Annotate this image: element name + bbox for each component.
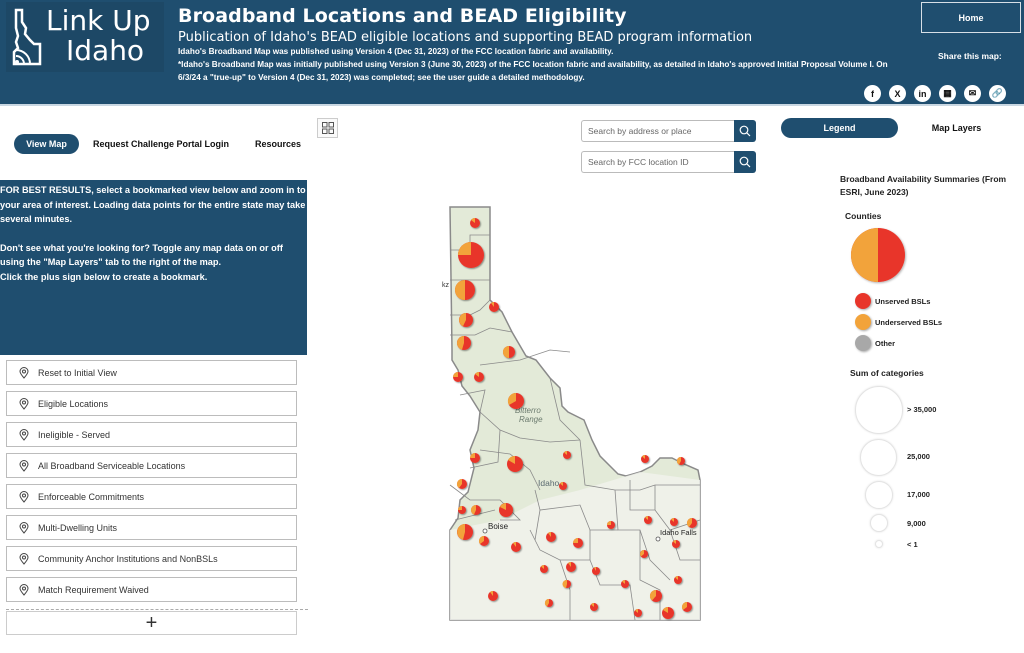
header-banner: Link Up Idaho Broadband Locations and BE… [0,0,1024,106]
size-circle-small-icon [865,481,893,509]
fcc-id-search-button[interactable] [734,151,756,173]
legend-item-label: Unserved BSLs [875,296,931,306]
bookmark-label: Multi-Dwelling Units [38,522,118,533]
underserved-swatch-icon [855,314,871,330]
map-pin-icon [19,397,29,410]
instructions-paragraph-1: FOR BEST RESULTS, select a bookmarked vi… [0,185,306,224]
svg-text:kz: kz [442,282,450,289]
map-label-idaho: Idaho [538,478,560,488]
bookmark-multi-dwelling-units[interactable]: Multi-Dwelling Units [6,515,297,540]
bookmark-list: Reset to Initial View Eligible Locations… [6,360,297,608]
bookmark-all-bsls[interactable]: All Broadband Serviceable Locations [6,453,297,478]
bookmark-label: Enforceable Commitments [38,491,145,502]
header-note-3: 6/3/24 a "true-up" to Version 4 (Dec 31,… [178,73,585,82]
map-pin-icon [19,428,29,441]
logo-line-1: Link Up [46,4,151,37]
legend-item-label: Other [875,338,896,348]
legend-pie-icon [851,228,905,282]
legend-counties-label: Counties [845,211,882,221]
size-circle-medium-icon [860,439,897,476]
page-title: Broadband Locations and BEAD Eligibility [178,5,627,27]
nav-request-challenge-portal-login[interactable]: Request Challenge Portal Login [93,139,230,149]
map-pin-icon [19,459,29,472]
nav-resources[interactable]: Resources [255,139,302,149]
unserved-swatch-icon [855,293,871,309]
bookmark-ineligible-served[interactable]: Ineligible - Served [6,422,297,447]
facebook-icon[interactable]: f [864,85,881,102]
legend-item-unserved: Unserved BSLs [855,293,930,309]
address-search-input[interactable] [581,120,734,142]
linkedin-icon[interactable]: in [914,85,931,102]
search-icon [739,156,751,168]
map-label-boise: Boise [488,522,509,531]
bookmark-eligible-locations[interactable]: Eligible Locations [6,391,297,416]
size-label: 17,000 [907,490,930,499]
size-circle-large-icon [855,386,903,434]
map-pin-icon [19,583,29,596]
map-pin-icon [19,490,29,503]
map-pin-icon [19,521,29,534]
instructions-paragraph-2: Don't see what you're looking for? Toggl… [0,242,283,268]
share-icons: f X in ▦ ✉ 🔗 [864,85,1006,102]
page-subtitle: Publication of Idaho's BEAD eligible loc… [178,30,753,45]
idaho-state-outline-icon [12,8,42,66]
grid-layout-toggle-button[interactable] [317,118,338,138]
map-canvas: Bitterro Range Idaho Boise Idaho Falls k… [442,206,701,621]
share-label: Share this map: [938,51,1002,61]
size-circle-xsmall-icon [870,514,888,532]
svg-text:Range: Range [519,415,543,424]
divider [6,609,308,610]
bookmark-label: Ineligible - Served [38,429,111,440]
size-label: 9,000 [907,519,926,528]
search-icon [739,125,751,137]
legend-title: Broadband Availability Summaries (From E… [840,174,1007,197]
map-label-idaho-falls: Idaho Falls [660,528,697,537]
x-twitter-icon[interactable]: X [889,85,906,102]
add-bookmark-button[interactable]: + [6,611,297,635]
bookmark-label: Community Anchor Institutions and NonBSL… [38,553,218,564]
instructions-panel: FOR BEST RESULTS, select a bookmarked vi… [0,180,307,355]
bookmark-label: Match Requirement Waived [38,584,149,595]
bookmark-community-anchor-institutions[interactable]: Community Anchor Institutions and NonBSL… [6,546,297,571]
bookmark-match-requirement-waived[interactable]: Match Requirement Waived [6,577,297,602]
link-up-idaho-logo[interactable]: Link Up Idaho [6,2,164,72]
map-label-bitterroot: Bitterro [515,406,541,415]
grid-icon [321,122,334,134]
home-button[interactable]: Home [921,2,1021,33]
size-label: < 1 [907,540,918,549]
right-panel-tabs: Legend Map Layers [781,118,1015,138]
address-search-button[interactable] [734,120,756,142]
logo-line-2: Idaho [66,34,145,67]
qr-code-icon[interactable]: ▦ [939,85,956,102]
legend-item-underserved: Underserved BSLs [855,314,942,330]
bookmark-label: All Broadband Serviceable Locations [38,460,186,471]
bookmark-label: Eligible Locations [38,398,109,409]
size-label: 25,000 [907,452,930,461]
tab-map-layers[interactable]: Map Layers [931,123,982,133]
tab-legend[interactable]: Legend [781,118,898,138]
size-circle-min-icon [875,540,883,548]
idaho-map[interactable]: Bitterro Range Idaho Boise Idaho Falls k… [440,200,710,630]
fcc-id-search-input[interactable] [581,151,734,173]
legend-item-label: Underserved BSLs [875,317,943,327]
map-pin-icon [19,366,29,379]
fcc-id-search [581,151,756,173]
bookmark-label: Reset to Initial View [38,367,117,378]
plus-icon: + [145,611,158,634]
bookmark-enforceable-commitments[interactable]: Enforceable Commitments [6,484,297,509]
legend-sum-label: Sum of categories [850,368,924,378]
email-icon[interactable]: ✉ [964,85,981,102]
legend-item-other: Other [855,335,895,351]
header-note-2: *Idaho's Broadband Map was initially pub… [178,60,888,69]
main-nav: View Map Request Challenge Portal Login … [14,134,315,154]
size-label: > 35,000 [907,405,937,414]
bookmark-reset-to-initial-view[interactable]: Reset to Initial View [6,360,297,385]
nav-view-map[interactable]: View Map [14,134,79,154]
link-icon[interactable]: 🔗 [989,85,1006,102]
header-note-1: Idaho's Broadband Map was published usin… [178,47,614,56]
instructions-paragraph-3: Click the plus sign below to create a bo… [0,271,208,282]
other-swatch-icon [855,335,871,351]
map-pin-icon [19,552,29,565]
address-search [581,120,756,142]
